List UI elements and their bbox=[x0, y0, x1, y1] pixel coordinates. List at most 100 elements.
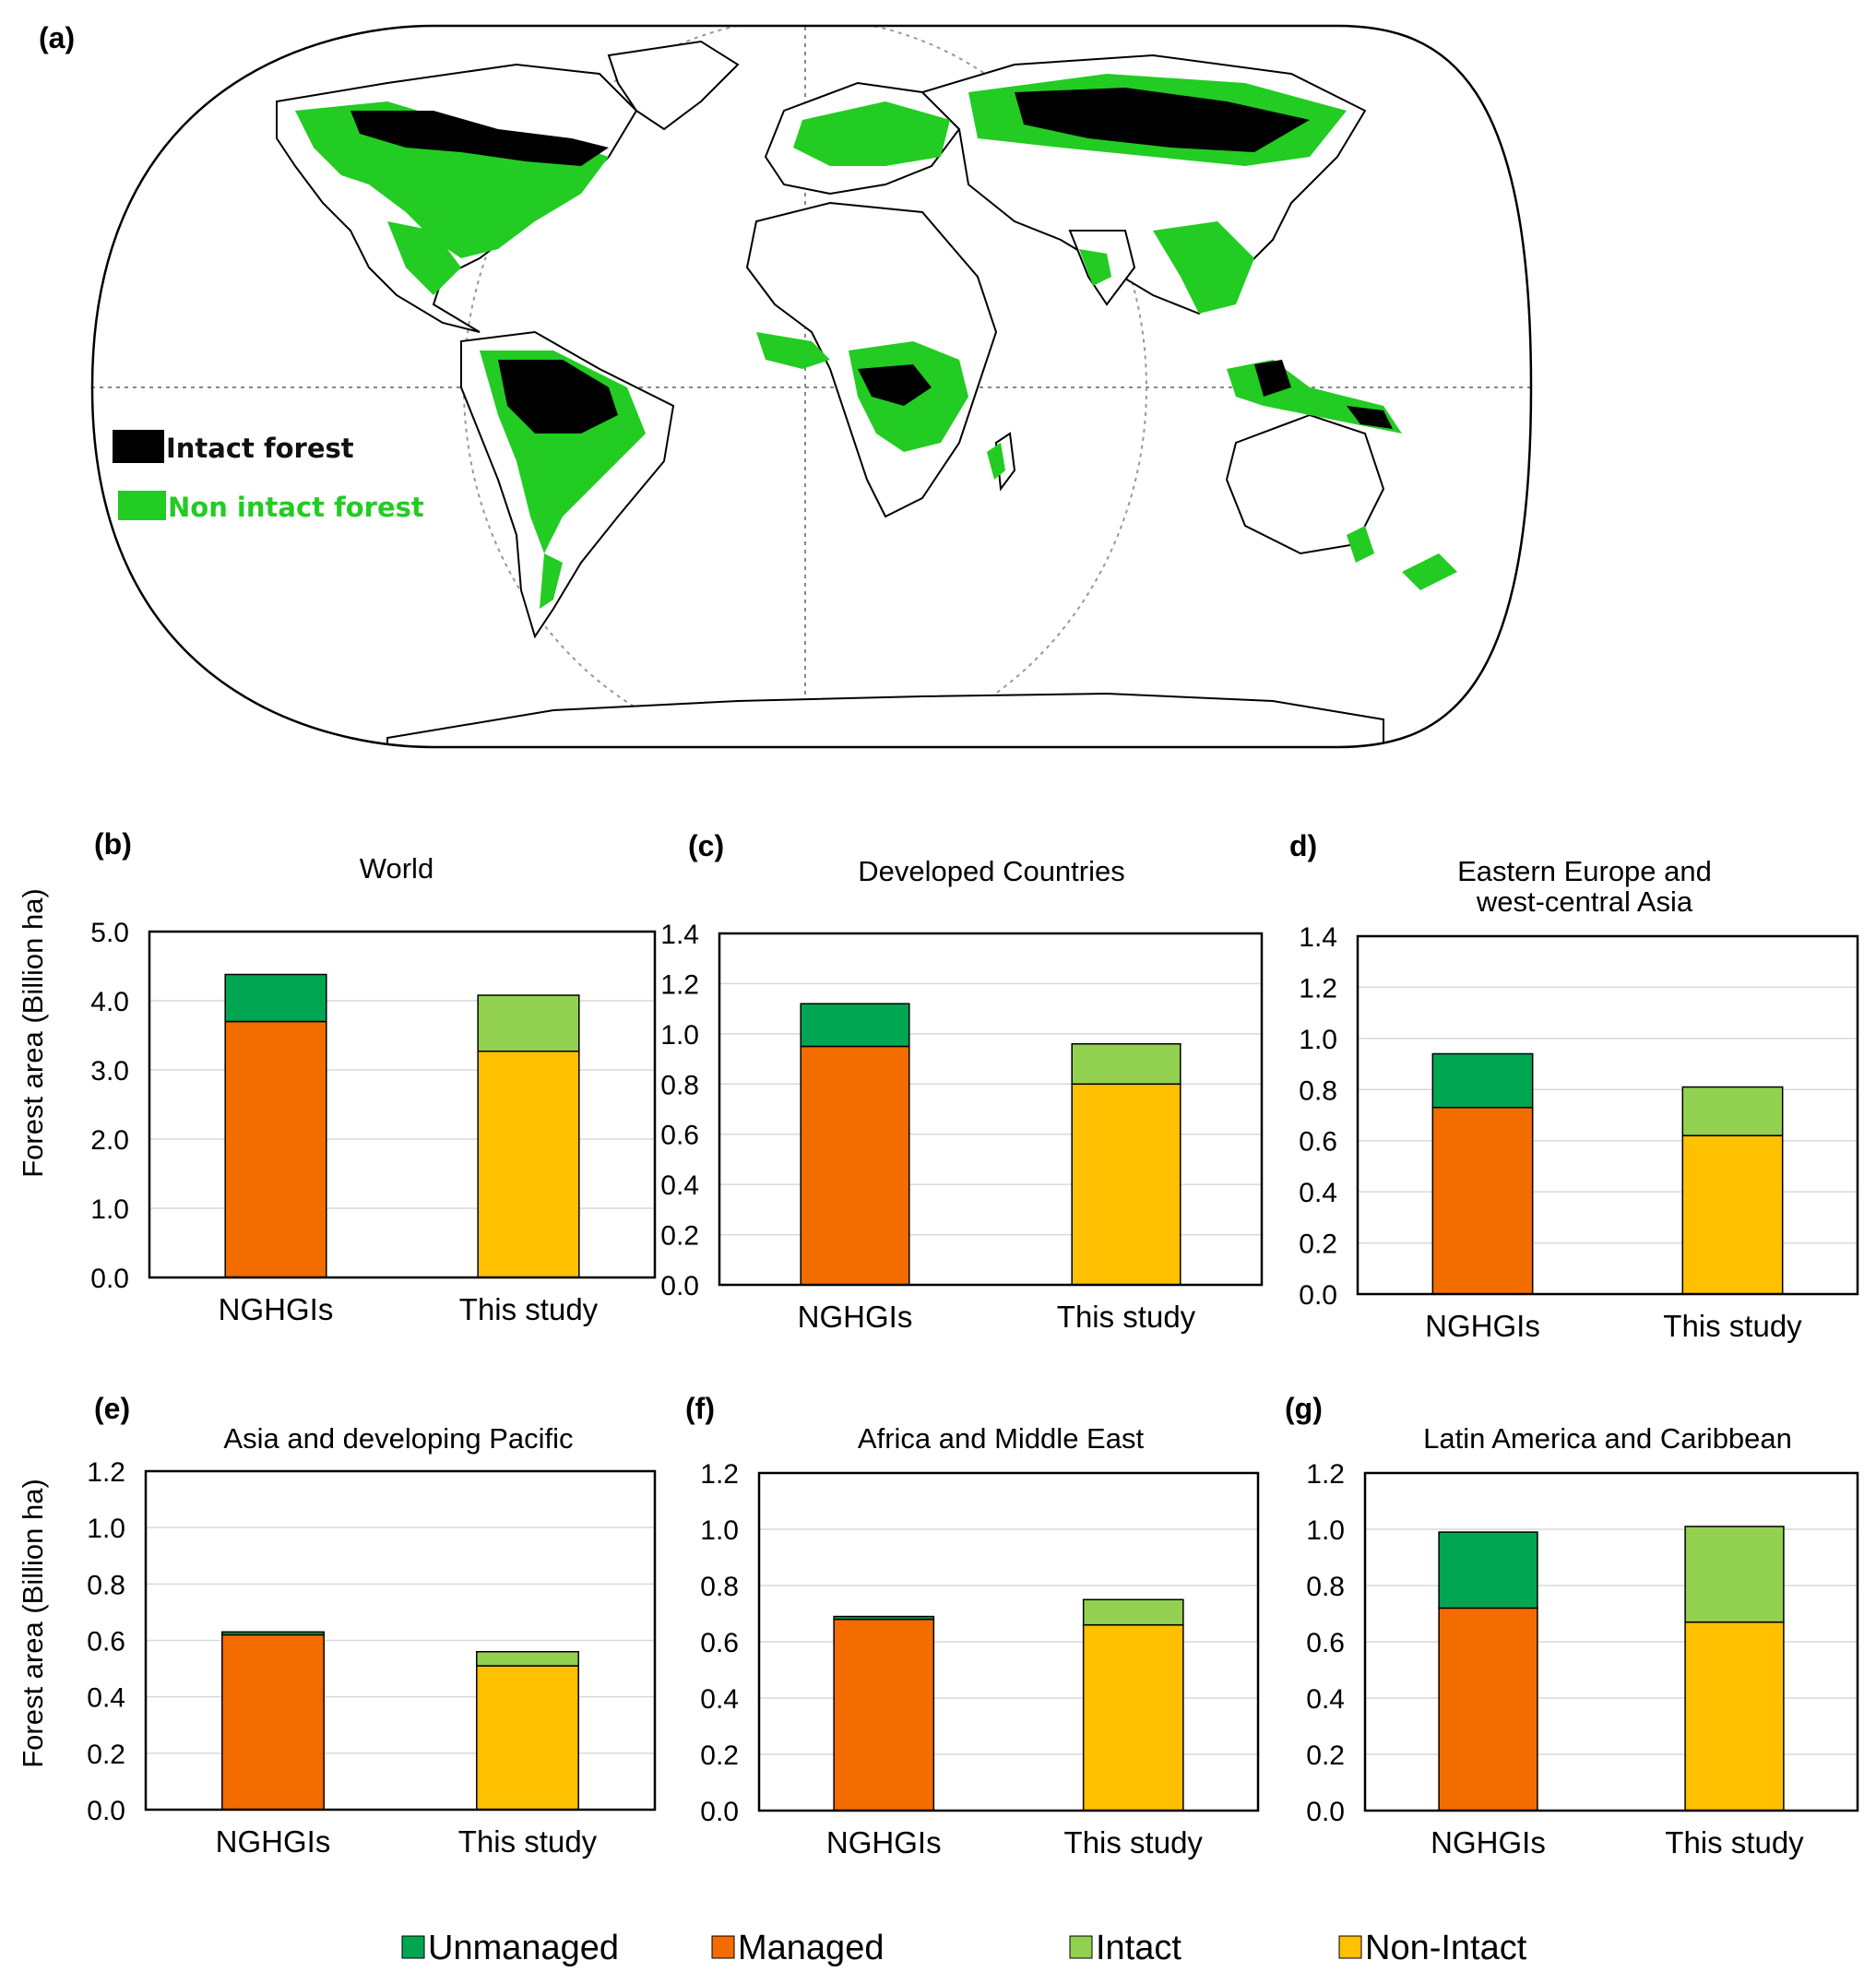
chart-1-y-tick-label: 0.4 bbox=[660, 1170, 699, 1201]
chart-5-category-label-0: NGHGIs bbox=[1431, 1825, 1546, 1859]
chart-4-y-tick-label: 1.0 bbox=[700, 1515, 739, 1546]
legend-label-intact: Intact bbox=[1096, 1929, 1181, 1967]
chart-4-category-label-0: NGHGIs bbox=[826, 1825, 942, 1859]
chart-1-y-tick-label: 1.4 bbox=[660, 920, 699, 950]
chart-0-category-label-1: This study bbox=[459, 1292, 599, 1326]
chart-5-bar-managed-0 bbox=[1438, 1607, 1538, 1812]
chart-4-bar-unmanaged-0 bbox=[833, 1615, 935, 1621]
chart-2-y-tick-label: 0.6 bbox=[1299, 1127, 1337, 1158]
legend-label-unmanaged: Unmanaged bbox=[428, 1929, 619, 1967]
chart-1-panel: (c) Developed Countries 0.0 0.2 0.4 0.6 0.8 1.0… bbox=[660, 829, 1264, 1334]
chart-3-y-tick-label: 0.0 bbox=[87, 1796, 125, 1826]
chart-1-y-tick-label: 0.0 bbox=[660, 1271, 699, 1301]
chart-0-letter: (b) bbox=[94, 827, 132, 861]
chart-2-bar-intact-1 bbox=[1681, 1086, 1784, 1136]
chart-5-category-label-1: This study bbox=[1665, 1825, 1804, 1859]
chart-0-y-tick-label: 4.0 bbox=[90, 987, 129, 1017]
chart-2-letter: d) bbox=[1289, 829, 1317, 862]
chart-1-y-tick-label: 1.2 bbox=[660, 969, 699, 1000]
chart-3-y-tick-label: 0.4 bbox=[87, 1683, 125, 1714]
chart-3-bar-managed-0 bbox=[221, 1634, 325, 1811]
chart-3-bar-non-intact-1 bbox=[476, 1665, 579, 1811]
chart-4-y-tick-label: 0.4 bbox=[700, 1684, 739, 1715]
chart-1-bar-unmanaged-0 bbox=[800, 1003, 910, 1048]
chart-0-category-label-0: NGHGIs bbox=[219, 1292, 334, 1326]
intact-forest-label: Intact forest bbox=[166, 433, 354, 464]
chart-0-title-line-0: World bbox=[360, 852, 433, 885]
chart-5-y-tick-label: 0.4 bbox=[1306, 1684, 1345, 1715]
chart-2-bar-non-intact-1 bbox=[1681, 1135, 1784, 1295]
chart-0-bar-non-intact-1 bbox=[477, 1051, 580, 1278]
chart-0-y-tick-label: 0.0 bbox=[90, 1264, 129, 1294]
chart-1-title-line-0: Developed Countries bbox=[858, 855, 1125, 887]
intact-forest-areas bbox=[350, 88, 1393, 434]
chart-4-y-tick-label: 0.6 bbox=[700, 1628, 739, 1658]
chart-5-y-tick-label: 0.8 bbox=[1306, 1572, 1345, 1602]
chart-3-letter: (e) bbox=[94, 1392, 130, 1425]
chart-4-bar-non-intact-1 bbox=[1082, 1623, 1184, 1812]
chart-1-category-label-1: This study bbox=[1057, 1300, 1196, 1334]
chart-4-y-tick-label: 1.2 bbox=[700, 1459, 739, 1490]
chart-0-plot-frame bbox=[148, 930, 657, 1279]
chart-2-title-line-0: Eastern Europe and bbox=[1457, 855, 1712, 887]
chart-5-y-tick-label: 1.0 bbox=[1306, 1515, 1345, 1546]
panel-letter-a: (a) bbox=[39, 21, 75, 54]
non-intact-forest-label: Non intact forest bbox=[168, 492, 424, 523]
chart-2-category-label-1: This study bbox=[1663, 1309, 1802, 1343]
chart-4-bar-managed-0 bbox=[833, 1618, 935, 1812]
chart-0-y-tick-label: 2.0 bbox=[90, 1125, 129, 1156]
chart-1-category-label-0: NGHGIs bbox=[798, 1300, 913, 1334]
chart-1-plot-frame bbox=[718, 932, 1264, 1287]
chart-0-bar-unmanaged-0 bbox=[224, 973, 327, 1023]
chart-2-y-tick-label: 0.4 bbox=[1299, 1178, 1337, 1208]
chart-4-y-tick-label: 0.0 bbox=[700, 1797, 739, 1827]
chart-5-y-tick-label: 0.6 bbox=[1306, 1628, 1345, 1658]
chart-5-y-tick-label: 1.2 bbox=[1306, 1459, 1345, 1490]
map-legend: Intact forest Non intact forest bbox=[113, 430, 424, 523]
chart-0-bar-intact-1 bbox=[477, 994, 580, 1052]
chart-2-bar-unmanaged-0 bbox=[1431, 1052, 1534, 1109]
chart-panels: (b) World 0.0 1.0 2.0 3.0 4.0 5.0 NGHGIs This stu… bbox=[87, 827, 1859, 1859]
chart-3-category-label-0: NGHGIs bbox=[216, 1824, 331, 1859]
chart-4-plot-frame bbox=[757, 1471, 1260, 1812]
chart-4-y-tick-label: 0.2 bbox=[700, 1740, 739, 1771]
chart-0-panel: (b) World 0.0 1.0 2.0 3.0 4.0 5.0 NGHGIs This stu… bbox=[90, 827, 657, 1326]
legend-label-non-intact: Non-Intact bbox=[1365, 1929, 1527, 1967]
chart-3-y-tick-label: 0.6 bbox=[87, 1627, 125, 1657]
chart-2-y-tick-label: 1.4 bbox=[1299, 922, 1337, 953]
chart-2-category-label-0: NGHGIs bbox=[1425, 1309, 1540, 1343]
legend-swatch-non-intact bbox=[1338, 1935, 1362, 1959]
chart-3-panel: (e) Asia and developing Pacific 0.0 0.2 0.4 0… bbox=[87, 1392, 657, 1859]
chart-2-y-tick-label: 0.8 bbox=[1299, 1075, 1337, 1106]
chart-1-bar-non-intact-1 bbox=[1071, 1083, 1181, 1286]
chart-4-title-line-0: Africa and Middle East bbox=[858, 1422, 1145, 1455]
chart-1-bar-intact-1 bbox=[1071, 1042, 1181, 1086]
chart-5-y-tick-label: 0.2 bbox=[1306, 1740, 1345, 1771]
chart-1-y-tick-label: 0.2 bbox=[660, 1221, 699, 1252]
chart-2-y-tick-label: 0.0 bbox=[1299, 1280, 1337, 1311]
chart-4-category-label-1: This study bbox=[1064, 1825, 1204, 1859]
chart-2-y-tick-label: 0.2 bbox=[1299, 1230, 1337, 1260]
chart-3-y-tick-label: 1.0 bbox=[87, 1514, 125, 1544]
chart-1-letter: (c) bbox=[688, 829, 724, 862]
chart-5-bar-intact-1 bbox=[1684, 1526, 1785, 1623]
chart-3-y-tick-label: 0.8 bbox=[87, 1570, 125, 1600]
chart-3-bar-intact-1 bbox=[476, 1650, 579, 1667]
legend-swatch-managed bbox=[711, 1935, 735, 1959]
chart-2-y-tick-label: 1.2 bbox=[1299, 973, 1337, 1004]
chart-5-panel: (g) Latin America and Caribbean 0.0 0.2 0.4 0… bbox=[1285, 1392, 1859, 1859]
map-frame bbox=[90, 24, 1533, 749]
chart-2-plot-frame bbox=[1356, 934, 1859, 1296]
chart-5-letter: (g) bbox=[1285, 1392, 1323, 1425]
chart-2-title-line-1: west-central Asia bbox=[1476, 885, 1693, 918]
intact-forest-swatch bbox=[113, 430, 164, 463]
chart-5-y-tick-label: 0.0 bbox=[1306, 1797, 1345, 1827]
chart-1-y-tick-label: 1.0 bbox=[660, 1020, 699, 1051]
chart-3-category-label-1: This study bbox=[458, 1824, 598, 1859]
chart-1-y-tick-label: 0.6 bbox=[660, 1121, 699, 1151]
chart-3-bar-unmanaged-0 bbox=[221, 1631, 325, 1636]
chart-3-plot-frame bbox=[144, 1469, 657, 1812]
